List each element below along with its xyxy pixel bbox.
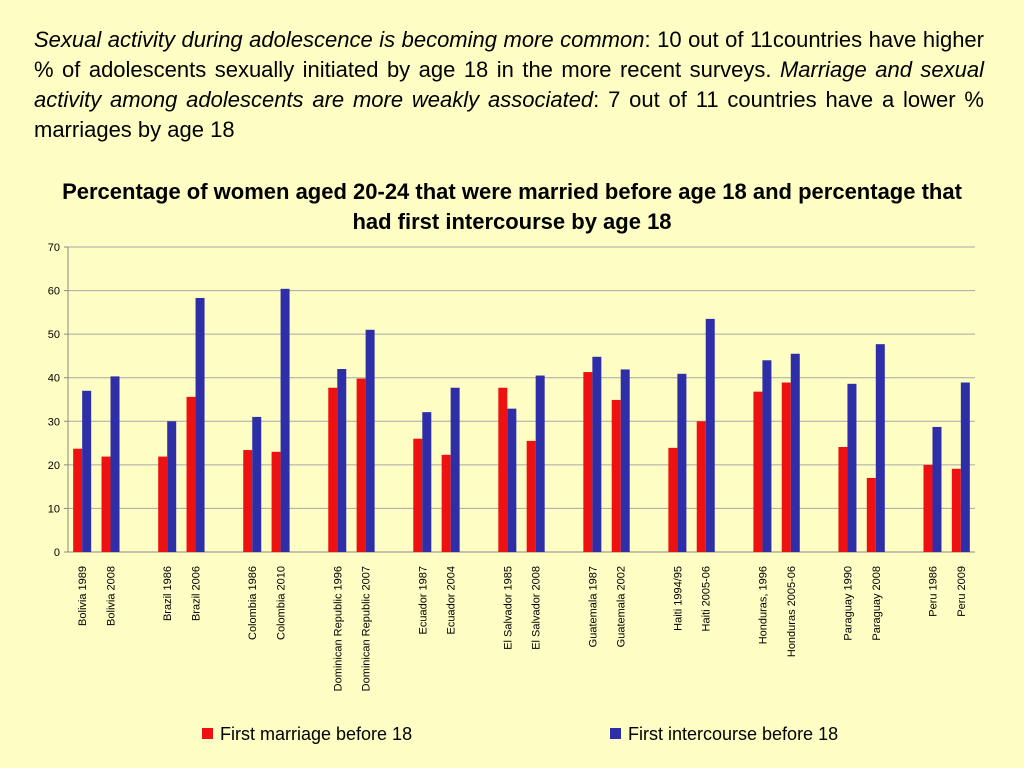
x-tick-label: Haiti 1994/95 bbox=[672, 566, 684, 631]
x-tick-label: Colombia 2010 bbox=[276, 566, 288, 640]
x-tick-label: Ecuador 2004 bbox=[446, 566, 458, 635]
bar-marriage bbox=[696, 421, 706, 552]
bar-intercourse bbox=[932, 426, 942, 552]
y-tick-label: 70 bbox=[48, 242, 60, 254]
x-tick-label: Dominican Republic 1996 bbox=[332, 566, 344, 691]
x-tick-label: Guatemala 2002 bbox=[616, 566, 628, 647]
x-tick-label: Haiti 2005-06 bbox=[701, 566, 713, 631]
legend-label-marriage: First marriage before 18 bbox=[220, 724, 413, 744]
x-tick-label: Honduras 2005-06 bbox=[786, 566, 798, 657]
bar-marriage bbox=[781, 382, 791, 552]
bar-intercourse bbox=[960, 382, 970, 552]
legend-label-intercourse: First intercourse before 18 bbox=[628, 724, 839, 744]
y-tick-label: 60 bbox=[48, 286, 60, 298]
bar-marriage bbox=[838, 446, 848, 552]
y-tick-label: 50 bbox=[48, 329, 60, 341]
bar-intercourse bbox=[167, 421, 177, 552]
intro-text-2: : 10 out of 11countries have higher % of… bbox=[34, 27, 984, 82]
bar-marriage bbox=[583, 372, 593, 552]
bar-marriage bbox=[271, 451, 281, 552]
bar-intercourse bbox=[337, 369, 347, 552]
x-tick-label: Brazil 2006 bbox=[191, 566, 203, 621]
bar-marriage bbox=[186, 396, 196, 552]
bar-marriage bbox=[73, 448, 83, 552]
x-tick-label: El Salvador 2008 bbox=[531, 566, 543, 650]
bar-intercourse bbox=[762, 360, 772, 552]
y-tick-label: 0 bbox=[54, 547, 60, 559]
legend-item-marriage: First marriage before 18 bbox=[202, 722, 412, 746]
bar-marriage bbox=[413, 438, 423, 552]
bar-marriage bbox=[328, 387, 338, 552]
bar-marriage bbox=[158, 456, 168, 552]
y-tick-label: 10 bbox=[48, 503, 60, 515]
bar-intercourse bbox=[507, 408, 517, 552]
bar-marriage bbox=[101, 456, 111, 552]
x-tick-label: Paraguay 2008 bbox=[871, 566, 883, 641]
bar-intercourse bbox=[620, 369, 630, 552]
bar-intercourse bbox=[280, 288, 290, 552]
chart-legend: First marriage before 18 First intercour… bbox=[0, 722, 1024, 748]
bar-marriage bbox=[951, 468, 961, 552]
bar-marriage bbox=[753, 391, 763, 552]
legend-swatch-intercourse bbox=[610, 728, 621, 739]
bar-intercourse bbox=[847, 383, 857, 552]
x-tick-label: Paraguay 1990 bbox=[842, 566, 854, 641]
x-tick-label: Honduras, 1996 bbox=[757, 566, 769, 644]
bar-intercourse bbox=[422, 412, 432, 552]
x-tick-label: Bolivia 1989 bbox=[77, 566, 89, 626]
bar-intercourse bbox=[450, 387, 460, 552]
x-tick-label: El Salvador 1985 bbox=[502, 566, 514, 650]
legend-item-intercourse: First intercourse before 18 bbox=[610, 722, 838, 746]
bar-intercourse bbox=[875, 344, 885, 552]
bar-intercourse bbox=[110, 376, 120, 552]
bar-intercourse bbox=[705, 318, 715, 552]
chart-title: Percentage of women aged 20-24 that were… bbox=[62, 179, 962, 234]
intro-italic-3: Marriage and sexual activity among adole… bbox=[34, 57, 984, 112]
x-tick-label: Peru 2009 bbox=[956, 566, 968, 617]
bar-intercourse bbox=[535, 375, 545, 552]
bar-marriage bbox=[611, 399, 621, 552]
bar-marriage bbox=[923, 464, 933, 552]
x-tick-label: Guatemala 1987 bbox=[587, 566, 599, 647]
y-tick-label: 40 bbox=[48, 373, 60, 385]
x-tick-label: Dominican Republic 2007 bbox=[361, 566, 373, 691]
bar-intercourse bbox=[252, 416, 262, 552]
x-tick-label: Colombia 1986 bbox=[247, 566, 259, 640]
intro-text-4: : 7 out of 11 countries have a lower % m… bbox=[34, 87, 984, 142]
bar-marriage bbox=[526, 440, 536, 552]
intro-text: Sexual activity during adolescence is be… bbox=[34, 25, 984, 145]
bar-marriage bbox=[356, 378, 366, 552]
bar-intercourse bbox=[195, 297, 205, 552]
x-tick-label: Peru 1986 bbox=[927, 566, 939, 617]
bar-marriage bbox=[441, 454, 451, 552]
bar-intercourse bbox=[365, 329, 375, 552]
bar-intercourse bbox=[790, 353, 800, 552]
bar-marriage bbox=[668, 447, 678, 552]
x-tick-label: Bolivia 2008 bbox=[106, 566, 118, 626]
x-tick-label: Brazil 1986 bbox=[162, 566, 174, 621]
y-tick-label: 30 bbox=[48, 416, 60, 428]
bar-intercourse bbox=[677, 373, 687, 552]
y-tick-label: 20 bbox=[48, 460, 60, 472]
bar-marriage bbox=[866, 477, 876, 552]
bar-marriage bbox=[498, 387, 508, 552]
bar-marriage bbox=[243, 450, 253, 552]
bar-intercourse bbox=[592, 356, 602, 552]
intro-italic-1: Sexual activity during adolescence is be… bbox=[34, 27, 645, 52]
bar-intercourse bbox=[82, 390, 92, 552]
x-tick-label: Ecuador 1987 bbox=[417, 566, 429, 635]
legend-swatch-marriage bbox=[202, 728, 213, 739]
